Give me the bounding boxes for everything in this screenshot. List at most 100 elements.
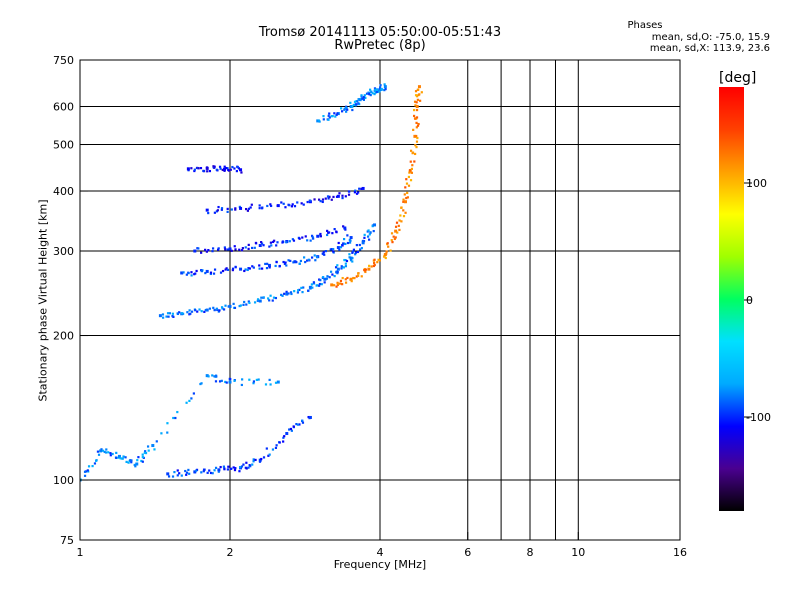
data-point: [343, 226, 347, 230]
echo-dot: [304, 235, 307, 238]
echo-dot: [384, 256, 387, 260]
echo-dot: [203, 468, 206, 471]
echo-dot: [369, 88, 372, 91]
echo-dot: [217, 470, 220, 473]
echo-dot: [351, 250, 355, 253]
echo-dot: [356, 250, 360, 254]
echo-dot: [334, 115, 337, 118]
echo-points: [80, 83, 423, 482]
echo-dot: [319, 232, 322, 236]
echo-dot: [268, 453, 271, 456]
data-point: [166, 472, 170, 476]
echo-dot: [379, 88, 382, 92]
echo-dot: [380, 87, 383, 91]
echo-dot: [368, 264, 371, 267]
data-point: [239, 267, 243, 271]
echo-dot: [398, 219, 401, 222]
echo-dot: [176, 312, 179, 315]
echo-dot: [288, 204, 291, 207]
echo-dot: [384, 87, 387, 91]
echo-dot: [230, 208, 233, 211]
echo-dot: [200, 310, 203, 313]
echo-dot: [367, 229, 370, 232]
echo-dot: [247, 243, 250, 246]
echo-dot: [248, 301, 251, 305]
echo-dot: [251, 463, 254, 466]
echo-dot: [178, 472, 181, 475]
echo-dot: [244, 268, 247, 271]
echo-dot: [287, 292, 290, 295]
echo-dot: [328, 116, 331, 119]
echo-dot: [190, 274, 193, 277]
echo-dot: [212, 165, 215, 168]
echo-dot: [134, 465, 137, 468]
echo-dot: [208, 469, 211, 472]
echo-dot: [407, 184, 411, 187]
data-point: [135, 462, 139, 466]
echo-dot: [409, 149, 413, 152]
echo-dot: [326, 233, 329, 237]
echo-dot: [213, 211, 216, 214]
colorbar-unit-label: [deg]: [719, 70, 757, 86]
echo-dot: [369, 231, 372, 234]
echo-dot: [109, 452, 112, 455]
echo-dot: [344, 242, 347, 246]
data-point: [285, 432, 289, 436]
echo-dot: [364, 96, 367, 99]
data-point: [394, 229, 398, 233]
echo-dot: [185, 401, 188, 404]
echo-dot: [402, 198, 405, 201]
x-tick-label: 4: [377, 546, 384, 559]
echo-dot: [262, 296, 265, 299]
echo-dot: [129, 459, 132, 462]
echo-dot: [193, 169, 196, 173]
data-point: [180, 271, 184, 275]
chart-subtitle: RwPretec (8p): [334, 38, 426, 53]
echo-dot: [234, 248, 237, 251]
echo-dot: [344, 278, 347, 281]
echo-dot: [336, 270, 339, 274]
echo-dot: [240, 383, 243, 387]
echo-dot: [233, 167, 236, 170]
echo-dot: [415, 117, 418, 120]
echo-dot: [208, 307, 212, 310]
echo-dot: [338, 192, 341, 195]
echo-dot: [240, 171, 243, 174]
echo-dot: [216, 308, 219, 312]
echo-dot: [333, 228, 336, 231]
echo-dot: [238, 205, 241, 208]
echo-dot: [224, 248, 227, 251]
echo-dot: [225, 166, 228, 170]
echo-dot: [221, 307, 224, 310]
data-point: [358, 98, 362, 102]
echo-dot: [340, 107, 343, 110]
data-point: [330, 283, 334, 287]
echo-dot: [399, 214, 402, 217]
echo-dot: [230, 249, 233, 252]
echo-dot: [270, 244, 273, 247]
echo-dot: [375, 90, 378, 93]
echo-dot: [353, 100, 357, 103]
x-tick-label: 6: [464, 546, 471, 559]
echo-dot: [104, 451, 108, 454]
echo-dot: [194, 309, 197, 312]
echo-dot: [414, 94, 418, 97]
echo-dot: [211, 247, 215, 250]
echo-dot: [226, 210, 229, 213]
data-point: [239, 168, 243, 172]
echo-dot: [206, 170, 209, 173]
echo-dot: [209, 272, 212, 276]
echo-dot: [306, 239, 309, 242]
echo-dot: [358, 187, 361, 190]
echo-dot: [374, 90, 377, 93]
echo-dot: [268, 245, 271, 248]
echo-dot: [212, 306, 215, 309]
y-tick-label: 75: [60, 534, 74, 547]
echo-dot: [195, 469, 198, 472]
echo-dot: [387, 245, 390, 248]
echo-dot: [266, 204, 269, 208]
echo-dot: [292, 239, 296, 242]
echo-dot: [330, 115, 333, 118]
echo-dot: [396, 231, 399, 234]
echo-dot: [252, 460, 255, 463]
